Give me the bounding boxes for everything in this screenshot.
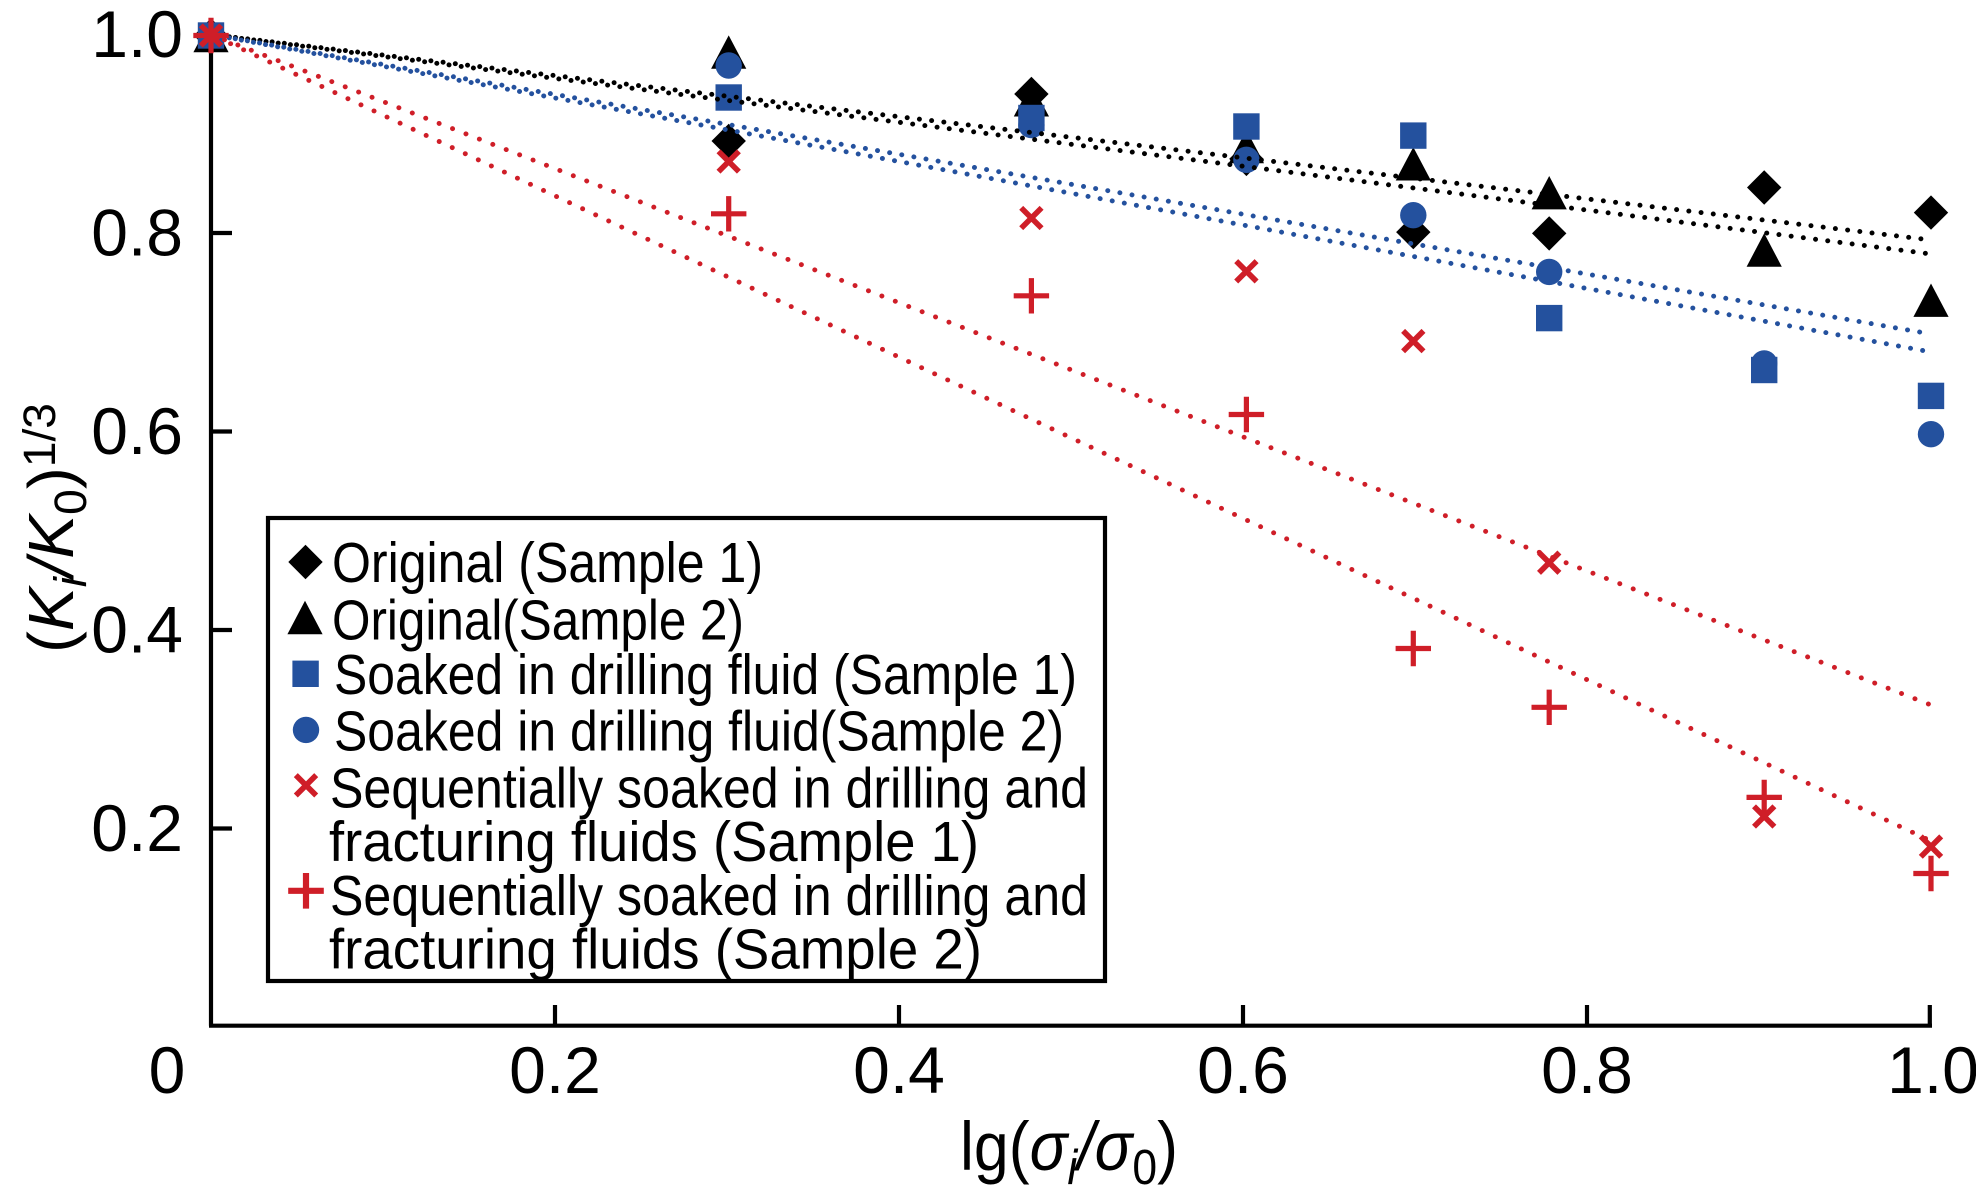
svg-text:0.8: 0.8 [91,196,183,270]
svg-text:Soaked in drilling fluid(Sampl: Soaked in drilling fluid(Sample 2) [334,699,1064,763]
svg-text:0.6: 0.6 [1197,1033,1289,1107]
svg-text:Original (Sample 1): Original (Sample 1) [332,531,763,595]
svg-text:Original(Sample 2): Original(Sample 2) [332,589,744,653]
svg-text:0.6: 0.6 [91,394,183,468]
svg-text:0.4: 0.4 [91,593,183,667]
svg-text:Sequentially soaked in drillin: Sequentially soaked in drilling and [330,757,1088,821]
svg-text:0.8: 0.8 [1541,1033,1633,1107]
svg-text:0.2: 0.2 [509,1033,601,1107]
svg-text:0.4: 0.4 [853,1033,945,1107]
svg-text:1.0: 1.0 [91,0,183,71]
svg-text:fracturing fluids (Sample 1): fracturing fluids (Sample 1) [329,810,979,874]
svg-text:0.2: 0.2 [91,791,183,865]
svg-text:0: 0 [149,1033,186,1107]
svg-text:Sequentially soaked in drillin: Sequentially soaked in drilling and [330,864,1088,928]
svg-text:Soaked in drilling fluid (Samp: Soaked in drilling fluid (Sample 1) [334,643,1077,707]
svg-text:1.0: 1.0 [1887,1033,1976,1107]
svg-text:fracturing fluids (Sample 2): fracturing fluids (Sample 2) [329,917,982,981]
